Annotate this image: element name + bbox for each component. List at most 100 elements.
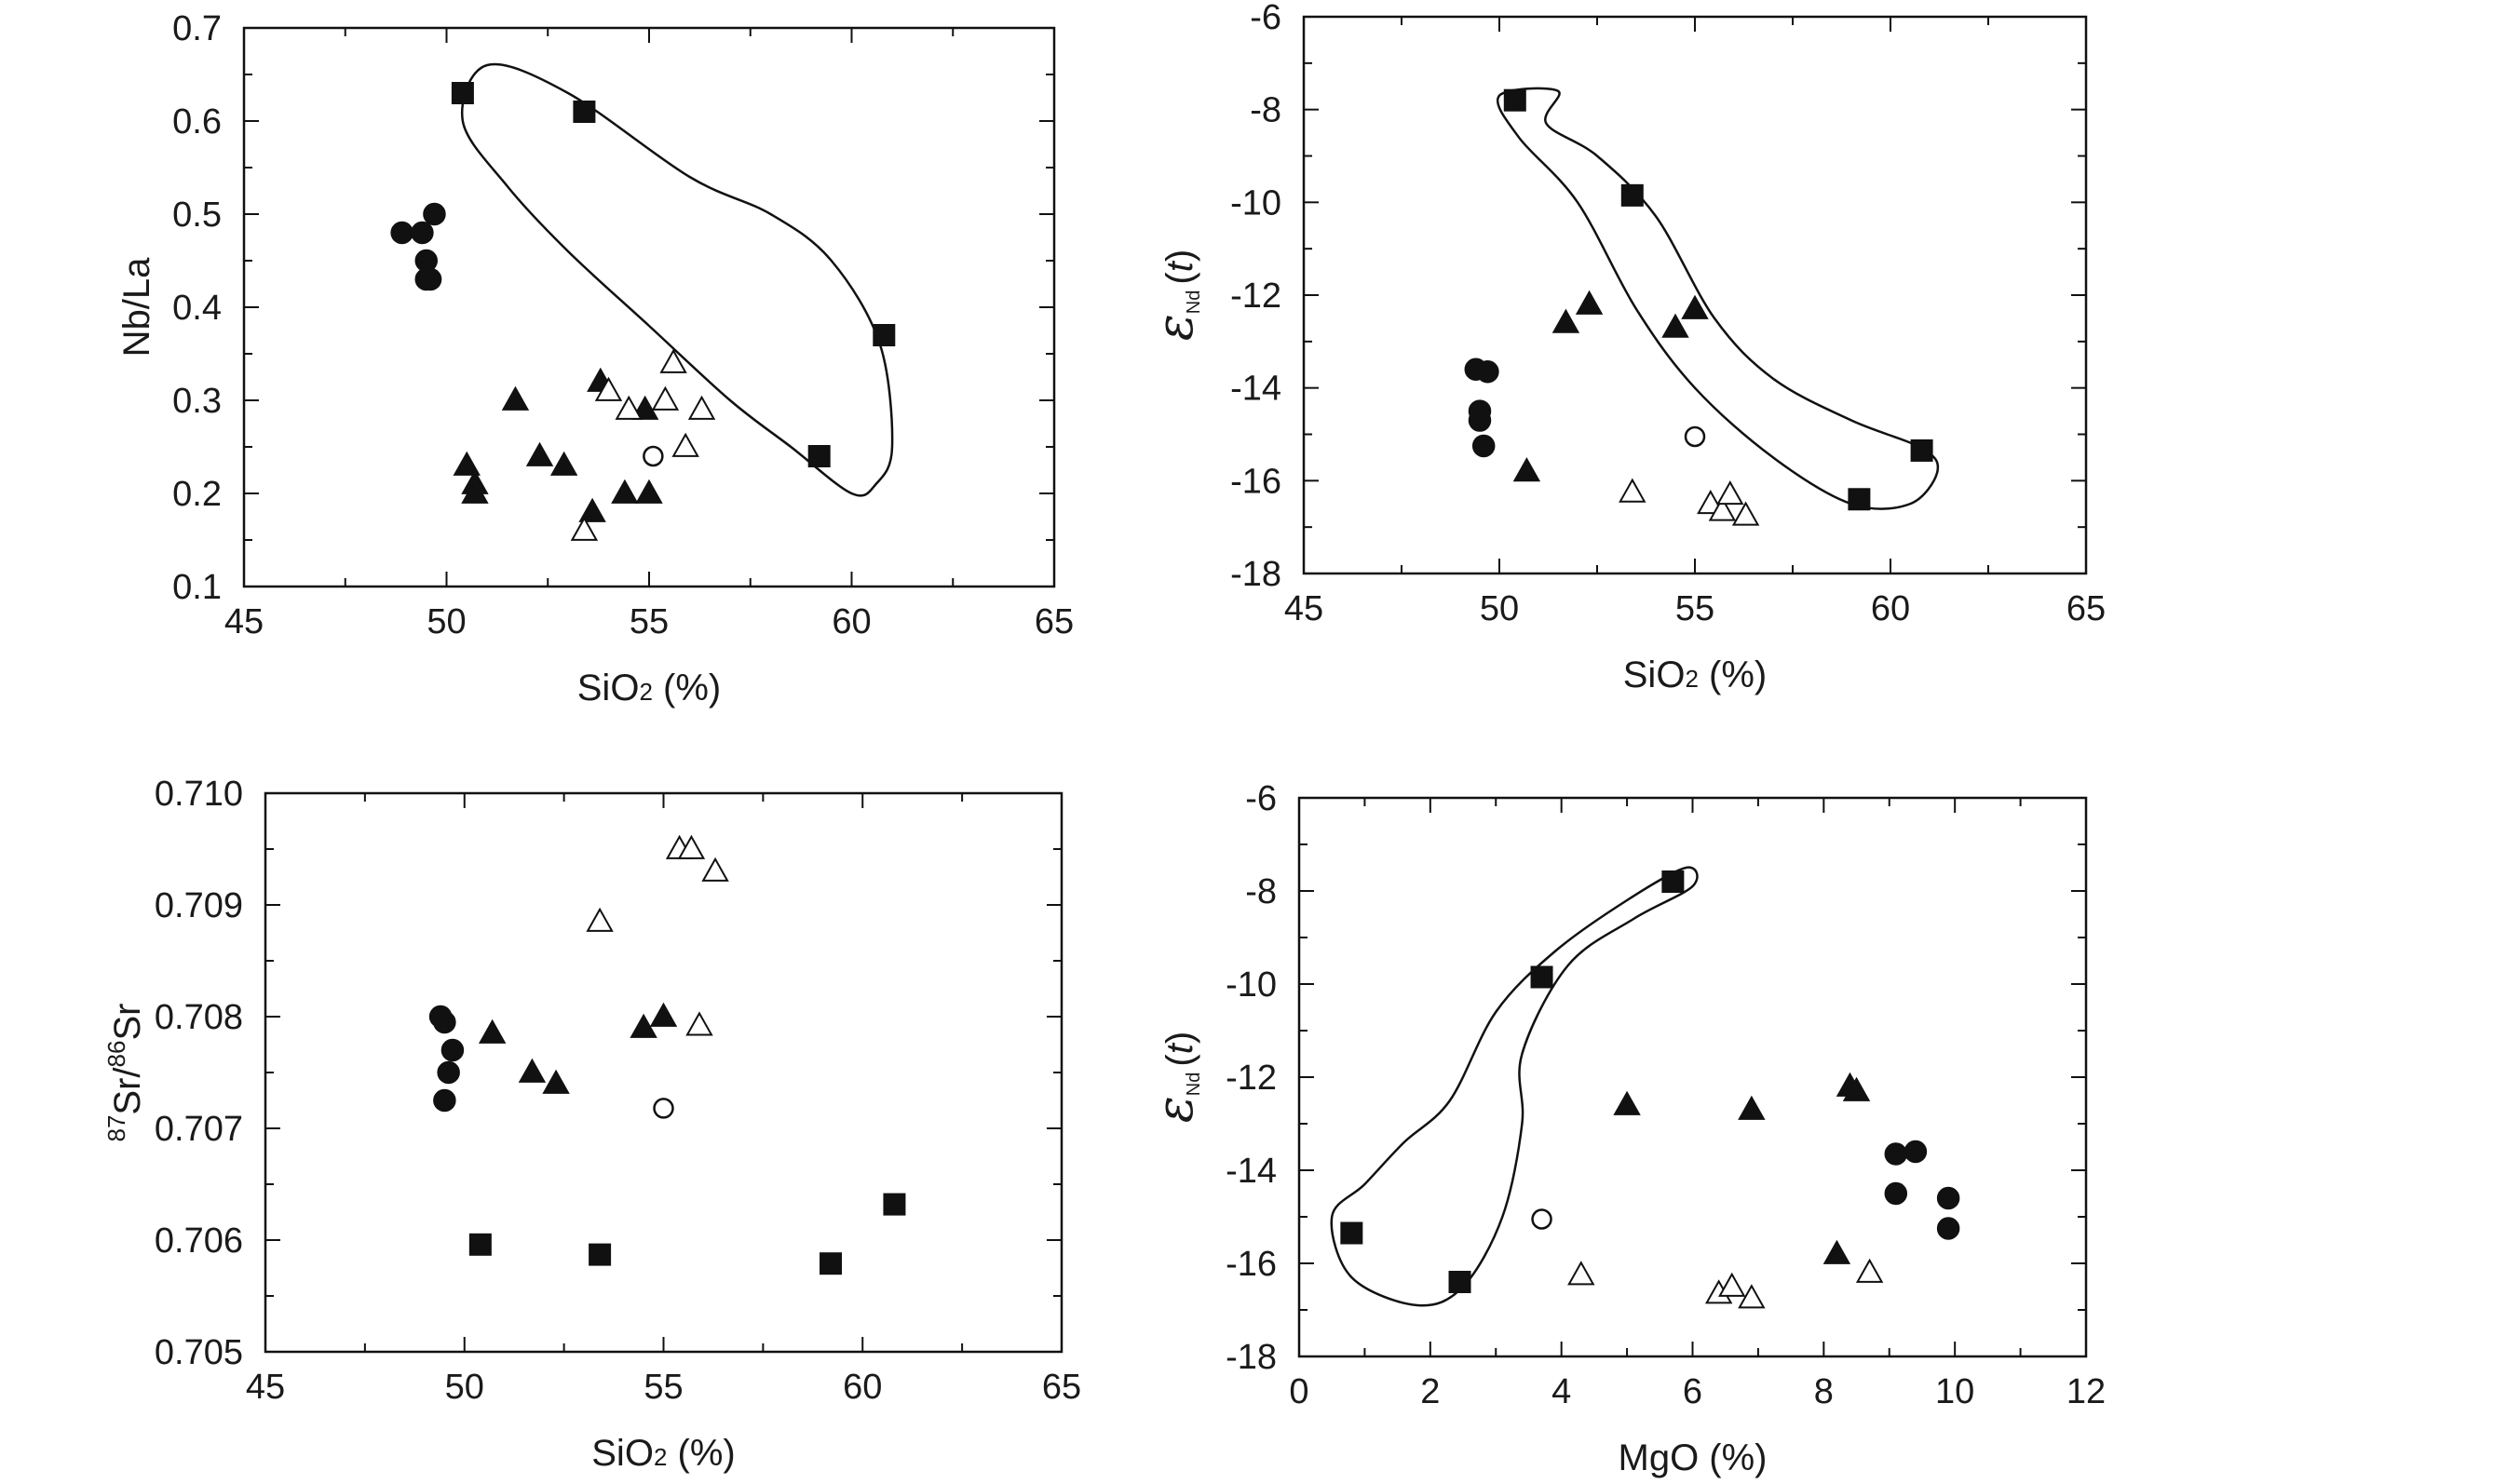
filled-triangle-point [1738, 1095, 1766, 1120]
open-triangle-point [586, 907, 614, 932]
y-tick-label: -14 [1226, 1152, 1277, 1191]
filled-triangle-point [478, 1019, 507, 1044]
filled-circle-point [414, 249, 438, 273]
filled-triangle-point [649, 1002, 678, 1027]
y-tick-label: -8 [1250, 91, 1281, 130]
open-triangle-point [677, 834, 706, 859]
open-triangle-point [1567, 1261, 1595, 1286]
y-tick-label: 0.6 [172, 102, 222, 142]
filled-triangle-point [1512, 457, 1541, 482]
y-tick-label: -10 [1226, 965, 1277, 1005]
filled-triangle-point [630, 395, 659, 420]
x-tick-label: 10 [1935, 1372, 1974, 1411]
y-tick-label: -18 [1230, 555, 1281, 594]
panel-end-vs-sio2: 45 50 55 60 65 -18 -16 -14 -12 -10 -8 -6 SiO2 (%) εNd… [1145, 0, 2106, 695]
plot-frame [264, 791, 1064, 1354]
filled-square-point [589, 1243, 612, 1266]
filled-circle-point [433, 1010, 456, 1034]
open-triangle-point [1619, 478, 1646, 503]
filled-circle-point [1884, 1142, 1908, 1166]
y-tick-label: -12 [1230, 277, 1281, 316]
x-tick-label: 8 [1814, 1372, 1834, 1411]
filled-circle-point [418, 267, 442, 291]
x-axis-title: SiO2 (%) [591, 1433, 735, 1474]
y-tick-label: 0.705 [155, 1333, 243, 1372]
x-tick-label: 0 [1289, 1372, 1308, 1411]
open-triangle-point [687, 395, 716, 420]
x-tick-label: 45 [246, 1368, 285, 1407]
x-tick-label: 60 [843, 1368, 882, 1407]
panel-nbla-vs-sio2: 45 50 55 60 65 0.1 0.2 0.3 0.4 0.5 0.6 0.7 SiO2 (%) N… [116, 9, 1074, 708]
x-tick-label: 65 [1042, 1368, 1081, 1407]
y-tick-label: 0.709 [155, 886, 243, 925]
open-triangle-point [1718, 1272, 1746, 1297]
filled-square-point [451, 82, 474, 104]
open-triangle-point [1708, 496, 1737, 521]
x-tick-label: 50 [427, 602, 466, 641]
y-axis-title: 87Sr/86Sr [102, 1004, 148, 1142]
y-tick-label: -10 [1230, 183, 1281, 223]
open-triangle-point [615, 395, 643, 420]
filled-square-point [1530, 965, 1553, 989]
filled-circle-point [1476, 359, 1499, 384]
filled-square-point [1503, 88, 1526, 112]
x-tick-label: 65 [2066, 589, 2106, 628]
open-circle-point [643, 445, 664, 467]
y-tick-label: 0.710 [155, 775, 243, 814]
y-tick-label: 0.3 [172, 382, 222, 421]
x-tick-label: 4 [1551, 1372, 1571, 1411]
open-circle-point [653, 1098, 674, 1119]
filled-triangle-point [501, 385, 530, 411]
y-tick-label: 0.2 [172, 475, 222, 514]
x-tick-label: 45 [1284, 589, 1323, 628]
y-axis-title: εNd(t) [1145, 1032, 1204, 1123]
filled-triangle-point [635, 479, 663, 504]
filled-triangle-point [1575, 290, 1604, 315]
filled-triangle-point [1551, 308, 1580, 333]
x-axis-title: SiO2 (%) [577, 668, 721, 708]
open-circle-point [1684, 425, 1706, 448]
filled-triangle-point [1613, 1090, 1641, 1115]
x-tick-label: 60 [1871, 589, 1910, 628]
filled-square-point [873, 324, 896, 346]
filled-square-point [1448, 1271, 1471, 1293]
filled-square-point [1910, 438, 1933, 462]
y-tick-label: 0.708 [155, 998, 243, 1037]
y-tick-label: -14 [1230, 370, 1281, 409]
open-circle-point [1531, 1208, 1552, 1230]
y-tick-label: 0.1 [172, 568, 222, 607]
y-tick-label: 0.706 [155, 1221, 243, 1261]
filled-circle-point [423, 202, 446, 226]
filled-circle-point [1468, 409, 1492, 432]
panel-srsr-vs-sio2: 45 50 55 60 65 0.705 0.706 0.707 0.708 0.709 0.710… [102, 775, 1081, 1474]
filled-triangle-point [1842, 1076, 1871, 1101]
x-tick-label: 12 [2066, 1372, 2106, 1411]
y-tick-label: 0.7 [172, 9, 222, 48]
filled-triangle-point [549, 451, 578, 476]
filled-triangle-point [578, 497, 606, 522]
filled-circle-point [1884, 1181, 1908, 1206]
y-tick-label: -12 [1226, 1059, 1277, 1098]
x-axis-title: MgO (%) [1619, 1437, 1768, 1478]
filled-square-point [883, 1193, 906, 1216]
x-tick-label: 50 [445, 1368, 484, 1407]
open-triangle-point [1855, 1258, 1884, 1283]
filled-square-point [1620, 183, 1644, 207]
panel-end-vs-mgo: 0 2 4 6 8 10 12 -18 -16 -14 -12 -10 -8 -6 MgO (%) εNd(t… [1145, 779, 2106, 1478]
y-tick-label: -6 [1245, 779, 1277, 818]
y-axis-title: Nb/La [116, 257, 157, 357]
filled-circle-point [437, 1060, 460, 1085]
filled-square-point [1340, 1221, 1363, 1245]
filled-circle-point [390, 221, 413, 245]
open-triangle-point [594, 376, 623, 401]
filled-triangle-point [1661, 313, 1689, 338]
filled-triangle-point [611, 479, 639, 504]
filled-triangle-point [1822, 1239, 1851, 1264]
filled-triangle-point [461, 479, 489, 504]
y-tick-label: -6 [1250, 0, 1281, 37]
y-tick-label: -8 [1245, 872, 1277, 911]
filled-circle-point [1936, 1217, 1960, 1240]
open-triangle-point [570, 516, 599, 541]
open-triangle-point [651, 385, 680, 411]
